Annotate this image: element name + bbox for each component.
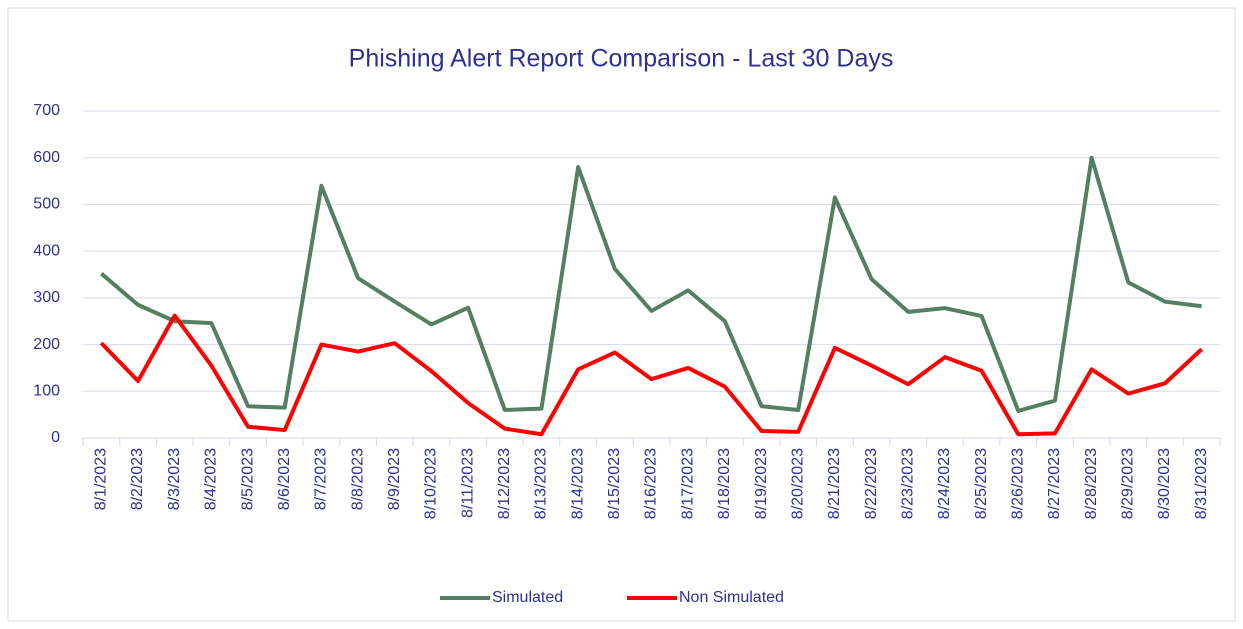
- x-tick-label: 8/29/2023: [1120, 448, 1137, 519]
- x-tick-label: 8/30/2023: [1156, 448, 1173, 519]
- x-tick-label: 8/14/2023: [569, 448, 586, 519]
- y-tick-label: 400: [33, 242, 60, 259]
- x-tick-label: 8/17/2023: [679, 448, 696, 519]
- y-tick-label: 300: [33, 289, 60, 306]
- x-tick-label: 8/5/2023: [239, 448, 256, 510]
- x-tick-label: 8/1/2023: [93, 448, 110, 510]
- x-tick-label: 8/11/2023: [459, 448, 476, 518]
- y-tick-label: 0: [51, 429, 60, 446]
- chart-title: Phishing Alert Report Comparison - Last …: [349, 45, 894, 73]
- x-tick-label: 8/4/2023: [203, 448, 220, 510]
- x-tick-label: 8/2/2023: [129, 448, 146, 510]
- x-tick-label: 8/20/2023: [789, 448, 806, 519]
- x-tick-label: 8/19/2023: [753, 448, 770, 519]
- y-tick-label: 100: [33, 383, 60, 400]
- x-tick-label: 8/23/2023: [899, 448, 916, 519]
- legend-label: Non Simulated: [679, 589, 784, 606]
- x-tick-label: 8/3/2023: [166, 448, 183, 510]
- y-tick-label: 500: [33, 196, 60, 213]
- series-line: [100, 155, 1202, 413]
- x-tick-label: 8/9/2023: [386, 448, 403, 510]
- x-tick-label: 8/10/2023: [423, 448, 440, 519]
- y-tick-label: 700: [33, 102, 60, 119]
- x-tick-label: 8/22/2023: [863, 448, 880, 519]
- x-tick-label: 8/6/2023: [276, 448, 293, 510]
- x-tick-label: 8/26/2023: [1009, 448, 1026, 519]
- x-tick-label: 8/31/2023: [1193, 448, 1210, 519]
- x-tick-label: 8/25/2023: [973, 448, 990, 519]
- series-line: [99, 313, 1204, 437]
- chart-border: [7, 7, 1236, 622]
- x-tick-label: 8/27/2023: [1046, 448, 1063, 519]
- x-tick-label: 8/28/2023: [1083, 448, 1100, 519]
- x-tick-label: 8/12/2023: [496, 448, 513, 519]
- x-tick-label: 8/8/2023: [349, 448, 366, 510]
- y-tick-label: 200: [33, 336, 60, 353]
- x-tick-label: 8/15/2023: [606, 448, 623, 519]
- x-tick-label: 8/7/2023: [313, 448, 330, 510]
- x-tick-label: 8/18/2023: [716, 448, 733, 519]
- y-tick-label: 600: [33, 149, 60, 166]
- x-tick-label: 8/13/2023: [533, 448, 550, 519]
- x-tick-label: 8/16/2023: [643, 448, 660, 519]
- legend-label: Simulated: [492, 589, 563, 606]
- x-tick-label: 8/21/2023: [826, 448, 843, 519]
- x-tick-label: 8/24/2023: [936, 448, 953, 519]
